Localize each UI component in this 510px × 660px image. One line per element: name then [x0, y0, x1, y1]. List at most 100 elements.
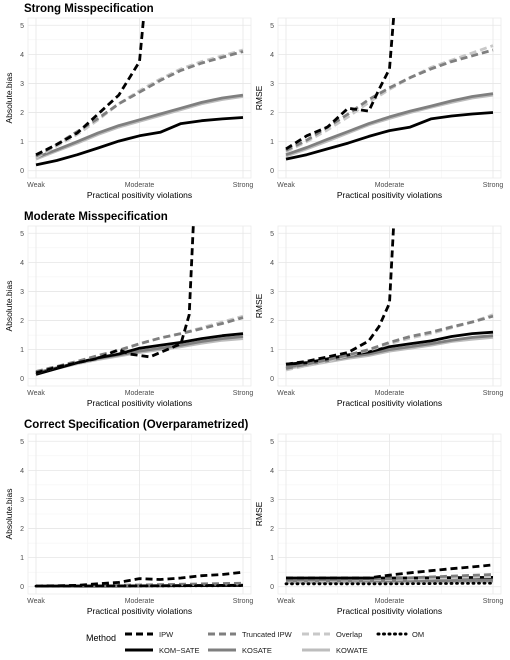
series-line-ipw — [285, 18, 395, 151]
series-line-ipw — [285, 226, 395, 366]
legend-label-om: OM — [412, 630, 424, 639]
y-tick-label: 0 — [20, 376, 24, 383]
x-axis-label: Practical positivity violations — [337, 606, 442, 616]
y-tick-label: 1 — [20, 555, 24, 562]
y-axis-label: Absolute.bias — [4, 72, 14, 123]
series-group — [35, 18, 244, 167]
legend-label-overlap: Overlap — [336, 630, 362, 639]
y-tick-label: 1 — [270, 139, 274, 146]
legend: Method IPW Truncated IPW Overlap OM KOM−SATE… — [86, 630, 424, 655]
x-tick-label: Weak — [277, 598, 295, 605]
y-tick-label: 2 — [270, 526, 274, 533]
y-tick-label: 1 — [270, 555, 274, 562]
y-tick-label: 5 — [270, 439, 274, 446]
x-tick-label: Strong — [483, 598, 504, 605]
x-axis-label: Practical positivity violations — [87, 190, 192, 200]
y-tick-label: 0 — [270, 584, 274, 591]
x-tick-label: Moderate — [375, 598, 405, 605]
y-tick-label: 3 — [270, 497, 274, 504]
x-tick-label: Strong — [483, 182, 504, 189]
x-tick-label: Weak — [27, 598, 45, 605]
panels: 0 1 2 3 4 5 Weak Moderate Strong Practical positi… — [4, 17, 504, 616]
y-tick-label: 5 — [270, 231, 274, 238]
series-line-om — [284, 581, 495, 586]
y-tick-label: 5 — [20, 439, 24, 446]
series-line-truncated-ipw — [285, 573, 494, 582]
x-tick-label: Weak — [277, 182, 295, 189]
x-axis-label: Practical positivity violations — [87, 398, 192, 408]
series-line-overlap — [285, 44, 494, 154]
y-tick-label: 2 — [20, 110, 24, 117]
panel-border — [277, 17, 502, 179]
y-tick-label: 0 — [270, 376, 274, 383]
series-line-kom-sate — [285, 111, 494, 161]
y-tick-label: 4 — [270, 468, 274, 475]
panel-border — [277, 433, 502, 595]
y-tick-label: 0 — [20, 168, 24, 175]
series-line-truncated-ipw — [285, 314, 494, 370]
series-line-ipw — [35, 570, 244, 588]
y-tick-label: 3 — [20, 81, 24, 88]
panel-3: 0 1 2 3 4 5 Weak Moderate Strong Practical positi… — [4, 225, 253, 408]
section-title-moderate: Moderate Misspecification — [24, 211, 168, 223]
x-tick-label: Moderate — [375, 390, 405, 397]
series-line-kosate — [285, 92, 494, 157]
x-tick-label: Weak — [277, 390, 295, 397]
legend-label-kosate: KOSATE — [242, 646, 272, 655]
panel-border — [277, 225, 502, 387]
section-title-strong: Strong Misspecification — [24, 3, 154, 15]
y-tick-label: 5 — [270, 23, 274, 30]
panel-5: 0 1 2 3 4 5 Weak Moderate Strong Practical positi… — [4, 433, 254, 616]
series-line-truncated-ipw — [35, 50, 244, 158]
legend-label-kom-sate: KOM−SATE — [159, 646, 200, 655]
y-axis-label: RMSE — [254, 293, 264, 318]
y-tick-label: 4 — [20, 260, 24, 267]
x-axis-label: Practical positivity violations — [87, 606, 192, 616]
y-axis-label: Absolute.bias — [4, 488, 14, 539]
series-group — [34, 570, 245, 588]
y-tick-label: 2 — [270, 110, 274, 117]
x-axis-label: Practical positivity violations — [337, 398, 442, 408]
panel-1: 0 1 2 3 4 5 Weak Moderate Strong Practical positi… — [4, 17, 254, 200]
y-tick-label: 3 — [20, 289, 24, 296]
y-axis-label: RMSE — [254, 85, 264, 110]
series-line-kom-sate — [35, 116, 244, 167]
section-title-correct: Correct Specification (Overparametrized) — [24, 419, 248, 431]
panel-border — [27, 433, 252, 595]
legend-label-truncated-ipw: Truncated IPW — [242, 630, 293, 639]
panel-2: 0 1 2 3 4 5 Weak Moderate Strong Practical positi… — [254, 17, 504, 200]
x-tick-label: Moderate — [125, 182, 155, 189]
legend-label-ipw: IPW — [159, 630, 174, 639]
panel-4: 0 1 2 3 4 5 Weak Moderate Strong Practical positi… — [254, 225, 504, 408]
y-tick-label: 3 — [270, 289, 274, 296]
x-tick-label: Strong — [483, 390, 504, 397]
y-tick-label: 0 — [20, 584, 24, 591]
series-group — [284, 563, 495, 586]
x-tick-label: Moderate — [125, 390, 155, 397]
series-group — [35, 226, 244, 376]
y-tick-label: 0 — [270, 168, 274, 175]
series-line-ipw — [286, 563, 494, 580]
x-tick-label: Moderate — [125, 598, 155, 605]
panel-6: 0 1 2 3 4 5 Weak Moderate Strong Practical positi… — [254, 433, 504, 616]
x-tick-label: Weak — [27, 390, 45, 397]
y-tick-label: 1 — [20, 139, 24, 146]
y-tick-label: 3 — [270, 81, 274, 88]
y-tick-label: 2 — [20, 318, 24, 325]
y-tick-label: 4 — [270, 52, 274, 59]
y-tick-label: 4 — [20, 468, 24, 475]
x-axis-label: Practical positivity violations — [337, 190, 442, 200]
y-tick-label: 5 — [20, 23, 24, 30]
y-tick-label: 3 — [20, 497, 24, 504]
x-tick-label: Strong — [233, 598, 254, 605]
series-line-kosate — [35, 93, 244, 159]
x-tick-label: Strong — [233, 182, 254, 189]
y-axis-label: RMSE — [254, 501, 264, 526]
y-tick-label: 5 — [20, 231, 24, 238]
y-tick-label: 4 — [20, 52, 24, 59]
legend-label-kowate: KOWATE — [336, 646, 368, 655]
legend-title: Method — [86, 633, 116, 643]
panel-border — [27, 17, 252, 179]
panel-border — [27, 225, 252, 387]
